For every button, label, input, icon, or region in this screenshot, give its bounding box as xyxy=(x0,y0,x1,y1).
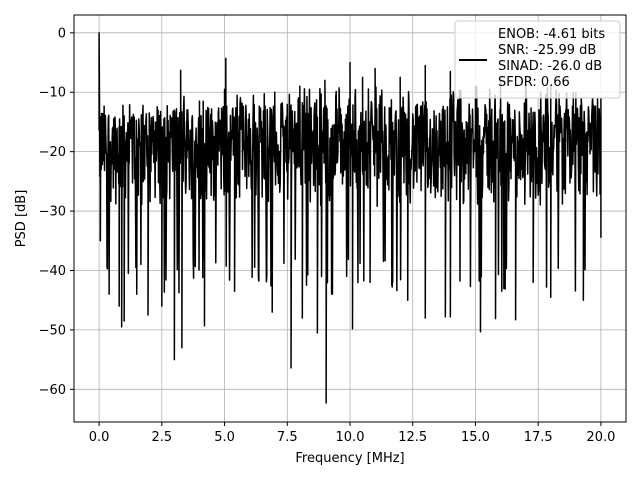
x-tick-label: 15.0 xyxy=(461,430,490,445)
x-tick-label: 12.5 xyxy=(398,430,427,445)
y-axis-label: PSD [dB] xyxy=(14,190,29,248)
legend-sfdr: SFDR: 0.66 xyxy=(498,75,570,90)
y-tick-label: −10 xyxy=(39,86,66,101)
legend-box xyxy=(454,20,621,99)
x-axis-label: Frequency [MHz] xyxy=(295,451,404,466)
series-layer xyxy=(98,32,602,404)
x-tick-label: 2.5 xyxy=(151,430,172,445)
y-tick-label: −40 xyxy=(39,264,66,279)
y-tick-label: −30 xyxy=(39,205,66,220)
x-tick-label: 20.0 xyxy=(586,430,615,445)
x-tick-label: 10.0 xyxy=(336,430,365,445)
y-tick-label: −60 xyxy=(39,383,66,398)
ticks: 0.0 2.5 5.0 7.5 10.0 12.5 15.0 17.5 20.0 0 −10 −20 −… xyxy=(39,26,616,445)
legend-enob: ENOB: -4.61 bits xyxy=(498,27,605,42)
legend-sinad: SINAD: -26.0 dB xyxy=(498,59,602,74)
legend: ENOB: -4.61 bits SNR: -25.99 dB SINAD: -… xyxy=(454,20,621,99)
x-tick-label: 0.0 xyxy=(89,430,110,445)
legend-snr: SNR: -25.99 dB xyxy=(498,43,596,58)
x-tick-label: 5.0 xyxy=(214,430,235,445)
y-tick-label: −20 xyxy=(39,145,66,160)
x-tick-label: 7.5 xyxy=(277,430,298,445)
x-tick-label: 17.5 xyxy=(524,430,553,445)
psd-series-line xyxy=(98,32,602,404)
y-tick-label: 0 xyxy=(58,26,66,41)
y-tick-label: −50 xyxy=(39,323,66,338)
